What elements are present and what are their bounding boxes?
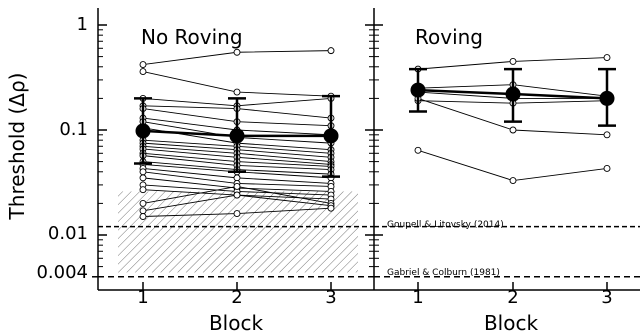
subject-point: [603, 131, 611, 139]
subject-point: [509, 177, 517, 185]
subject-point: [509, 126, 517, 134]
subject-point: [327, 204, 335, 212]
x-tick-label-roving-3: 3: [601, 287, 612, 308]
x-tick-label-no-roving-3: 3: [325, 287, 336, 308]
panel-title-no-roving: No Roving: [141, 25, 243, 49]
mean-point: [229, 128, 245, 144]
subject-point: [414, 146, 422, 154]
subject-point: [233, 182, 241, 190]
reference-label-gabriel: Gabriel & Colburn (1981): [387, 268, 500, 278]
subject-point: [139, 174, 147, 182]
y-axis-title: Threshold (Δρ): [5, 73, 29, 221]
panel-roving: Roving Block 1 2 3 Goupell & Litovsky (2…: [374, 25, 640, 335]
x-tick-label-roving-1: 1: [412, 287, 423, 308]
subject-point: [233, 210, 241, 218]
mean-point: [599, 90, 615, 106]
subject-point: [139, 168, 147, 176]
plot-frame: [92, 8, 640, 291]
reference-label-goupell: Goupell & Litovsky (2014): [387, 220, 504, 230]
subject-point: [233, 88, 241, 96]
mean-point: [505, 86, 521, 102]
subject-point: [233, 191, 241, 199]
x-tick-label-roving-2: 2: [507, 287, 518, 308]
x-tick-label-no-roving-1: 1: [137, 287, 148, 308]
reference-band: [118, 191, 358, 273]
subject-point: [139, 199, 147, 207]
y-axis: 1 0.1 0.01 0.004 Threshold (Δρ): [5, 14, 88, 283]
subject-line: [417, 149, 608, 182]
subject-point: [139, 68, 147, 76]
y-tick-label-1: 1: [77, 14, 88, 35]
panel-no-roving: No Roving Block 1 2 3: [98, 25, 374, 335]
mean-point: [323, 128, 339, 144]
subject-point: [139, 186, 147, 194]
subject-point: [139, 61, 147, 69]
y-tick-label-0.01: 0.01: [48, 223, 88, 244]
subject-point: [603, 165, 611, 172]
panel-title-roving: Roving: [415, 25, 483, 49]
subject-point: [327, 47, 335, 55]
mean-point: [135, 123, 151, 139]
subject-point: [603, 54, 611, 61]
y-tick-label-0.004: 0.004: [36, 262, 88, 283]
subject-point: [233, 48, 241, 56]
x-axis-title-no-roving: Block: [209, 311, 264, 335]
subject-point: [509, 57, 517, 65]
subject-point: [139, 213, 147, 220]
y-tick-label-0.1: 0.1: [59, 119, 88, 140]
mean-point: [410, 82, 426, 98]
subject-point: [139, 207, 147, 215]
x-tick-label-no-roving-2: 2: [231, 287, 242, 308]
x-axis-title-roving: Block: [484, 311, 539, 335]
